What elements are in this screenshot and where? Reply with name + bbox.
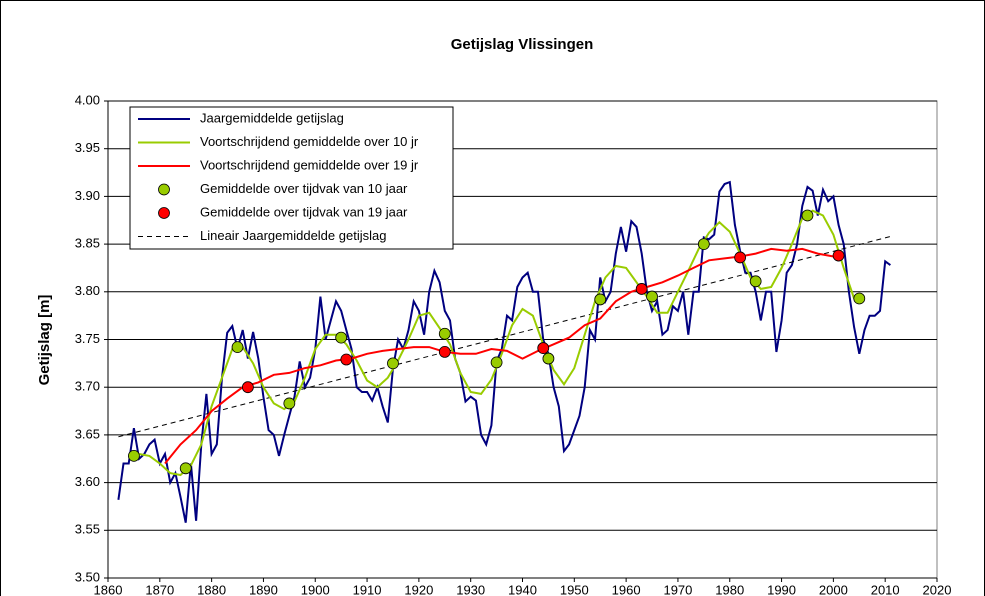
y-tick-label: 3.55 xyxy=(75,522,100,537)
marker xyxy=(749,275,762,288)
y-tick-label: 3.80 xyxy=(75,283,100,298)
marker xyxy=(635,283,648,295)
x-tick-label: 1920 xyxy=(404,582,433,596)
marker xyxy=(542,352,555,365)
y-tick-label: 4.00 xyxy=(75,92,100,107)
x-tick-label: 1880 xyxy=(197,582,226,596)
marker xyxy=(241,381,254,394)
x-tick-label: 1860 xyxy=(94,582,123,596)
x-tick-label: 1950 xyxy=(560,582,589,596)
legend-label: Voortschrijdend gemiddelde over 10 jr xyxy=(200,134,419,149)
y-axis-label: Getijslag [m] xyxy=(36,295,53,386)
marker xyxy=(438,327,451,340)
x-tick-label: 2010 xyxy=(871,582,900,596)
marker xyxy=(594,293,607,306)
legend-label: Gemiddelde over tijdvak van 19 jaar xyxy=(200,204,408,219)
y-tick-label: 3.75 xyxy=(75,331,100,346)
x-tick-label: 1870 xyxy=(145,582,174,596)
marker xyxy=(537,342,550,354)
y-tick-label: 3.90 xyxy=(75,188,100,203)
y-tick-label: 3.60 xyxy=(75,474,100,489)
marker xyxy=(335,331,348,344)
marker xyxy=(801,209,814,222)
legend-label: Jaargemiddelde getijslag xyxy=(200,110,344,125)
x-tick-label: 1940 xyxy=(508,582,537,596)
legend xyxy=(129,106,454,250)
chart-title: Getijslag Vlissingen xyxy=(451,36,594,53)
x-tick-label: 1990 xyxy=(767,582,796,596)
marker xyxy=(231,341,244,354)
marker xyxy=(832,249,845,262)
legend-label: Voortschrijdend gemiddelde over 19 jr xyxy=(200,157,419,172)
marker xyxy=(340,353,353,366)
x-tick-label: 1900 xyxy=(301,582,330,596)
marker xyxy=(734,251,747,264)
series-line xyxy=(118,236,891,438)
x-tick-label: 1970 xyxy=(663,582,692,596)
y-tick-label: 3.50 xyxy=(75,569,100,584)
legend-label: Lineair Jaargemiddelde getijslag xyxy=(200,228,386,243)
marker xyxy=(179,462,192,475)
marker xyxy=(697,238,710,251)
legend-marker xyxy=(158,207,170,219)
y-tick-label: 3.95 xyxy=(75,140,100,155)
marker xyxy=(490,356,503,369)
x-tick-label: 1960 xyxy=(612,582,641,596)
x-tick-label: 1980 xyxy=(715,582,744,596)
x-tick-label: 1930 xyxy=(456,582,485,596)
x-tick-label: 1910 xyxy=(353,582,382,596)
x-tick-label: 2000 xyxy=(819,582,848,596)
marker xyxy=(283,397,296,410)
marker xyxy=(387,357,399,370)
marker xyxy=(128,449,140,462)
x-tick-label: 2020 xyxy=(923,582,952,596)
y-tick-label: 3.65 xyxy=(75,426,100,441)
marker xyxy=(646,290,658,303)
legend-marker xyxy=(158,183,170,196)
marker xyxy=(853,292,866,305)
y-tick-label: 3.85 xyxy=(75,236,100,251)
legend-label: Gemiddelde over tijdvak van 10 jaar xyxy=(200,181,408,196)
x-tick-label: 1890 xyxy=(249,582,278,596)
marker xyxy=(438,346,451,358)
y-tick-label: 3.70 xyxy=(75,379,100,394)
